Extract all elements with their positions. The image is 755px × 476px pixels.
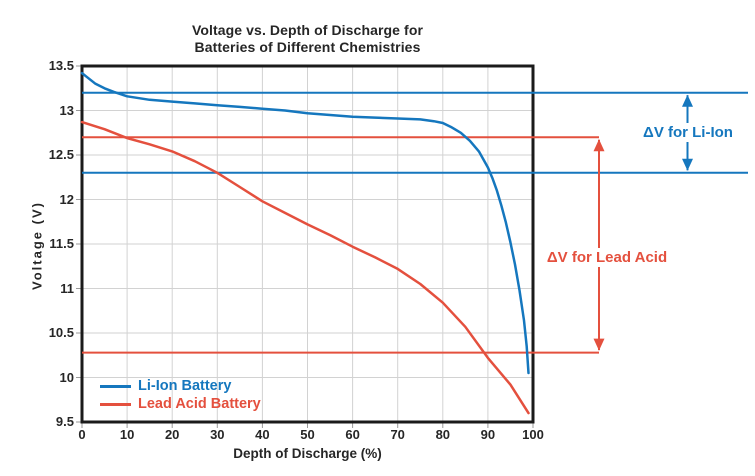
delta-v-li-ion-label: ΔV for Li-Ion [637,123,739,142]
delta-v-arrowhead-up [682,94,693,107]
chart-title-line1: Voltage vs. Depth of Discharge for [191,22,424,38]
li-ion-legend-label: Li-Ion Battery [138,378,232,394]
delta-v-arrowhead-down [593,338,605,351]
y-tick-label: 11.5 [49,236,74,251]
y-tick-label: 10 [59,369,74,385]
x-tick-label: 80 [435,427,451,442]
lead-acid-line-swatch [100,402,131,406]
li-ion-battery-curve [80,71,530,375]
y-tick-label: 10.5 [48,325,74,340]
x-tick-label: 0 [78,427,86,442]
x-tick-label: 90 [480,427,496,442]
delta-v-arrowhead-down [682,158,693,171]
chart-title-line2: Batteries of Different Chemistries [194,39,421,55]
delta-v-arrowhead-up [593,139,605,152]
li-ion-line-swatch [100,384,131,388]
delta-v-lead-acid-label: ΔV for Lead Acid [541,248,673,267]
lead-acid-legend-label: Lead Acid Battery [138,396,261,412]
x-tick-label: 40 [255,427,270,442]
lead-acid-battery-curve [80,120,530,415]
x-tick-label: 100 [522,427,544,442]
y-tick-label: 9.5 [55,414,74,429]
y-tick-label: 12.5 [48,147,74,162]
x-tick-label: 70 [390,427,405,442]
y-tick-label: 12 [59,191,74,207]
legend-item-lead-acid: Lead Acid Battery [100,395,261,413]
x-tick-label: 50 [300,427,315,442]
y-tick-label: 11 [60,280,74,296]
legend: Li-Ion Battery Lead Acid Battery [100,377,261,413]
x-tick-label: 20 [164,427,180,442]
y-tick-label: 13.5 [48,58,74,73]
plot-border [80,64,535,424]
x-tick-label: 30 [210,427,225,442]
y-tick-label: 13 [59,102,74,118]
x-axis-title: Depth of Discharge (%) [233,446,382,461]
x-tick-label: 60 [345,427,360,442]
legend-item-li-ion: Li-Ion Battery [100,377,261,395]
x-tick-label: 10 [119,427,135,442]
